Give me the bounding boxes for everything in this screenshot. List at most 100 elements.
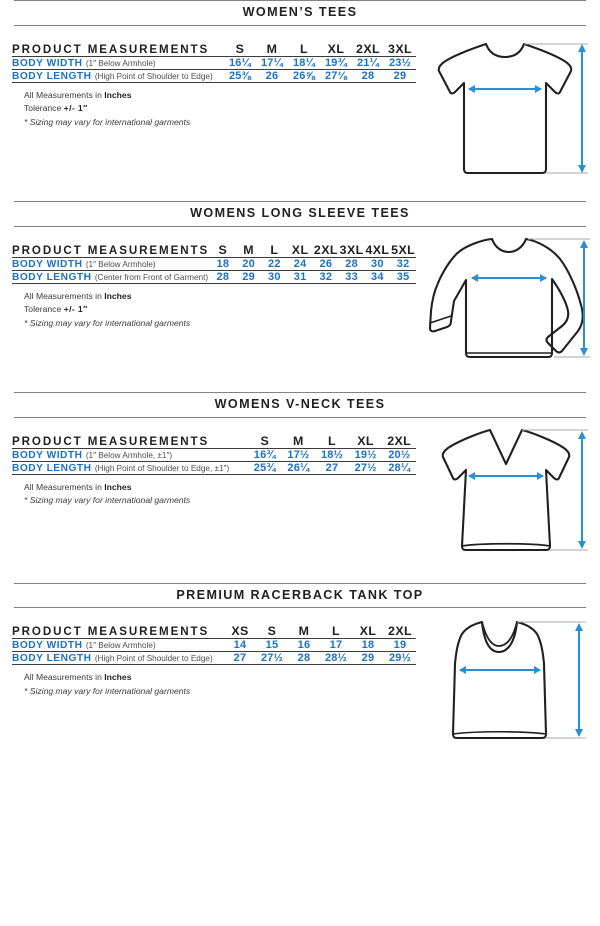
section-rule-top [14, 391, 586, 393]
body-length-value: 29 [384, 68, 416, 83]
measurements-table: PRODUCT MEASUREMENTS XS S M L XL 2XL BODY WID… [12, 624, 416, 666]
body-length-value: 30 [261, 269, 288, 284]
size-header-4xl: 4XL [365, 242, 390, 257]
body-width-value: 17 [320, 638, 352, 652]
body-width-row: BODY WIDTH (1″ Below Armhole) 16¼ 17¼ 18¼ 1… [12, 55, 416, 70]
section-title: WOMENS V-NECK TEES [214, 396, 386, 411]
size-section: PREMIUM RACERBACK TANK TOP PRODUCT MEASU… [0, 582, 600, 774]
tshirt-illustration [437, 42, 588, 174]
footnote-tolerance: Tolerance +/- 1″ [24, 103, 88, 114]
body-length-value: 31 [287, 269, 313, 284]
body-width-value: 18 [210, 256, 236, 271]
body-length-value: 27 [315, 460, 349, 475]
footnote-international: * Sizing may vary for international garm… [24, 495, 191, 506]
body-width-value: 17¼ [256, 55, 288, 70]
body-width-value: 14 [224, 638, 256, 652]
body-length-value: 35 [390, 269, 416, 284]
body-length-value: 26¼ [281, 460, 316, 475]
body-length-value: 32 [313, 269, 339, 284]
body-width-value: 19¾ [320, 55, 352, 70]
body-length-label: BODY LENGTH (High Point of Shoulder to E… [12, 68, 224, 83]
body-length-value: 28 [352, 68, 384, 83]
body-length-value: 28 [288, 651, 320, 666]
body-length-value: 33 [338, 269, 365, 284]
body-width-value: 16¾ [248, 447, 282, 462]
size-section: WOMENS LONG SLEEVE TEES PRODUCT MEASUREM… [0, 200, 600, 392]
body-width-value: 15 [256, 638, 288, 652]
size-header-s: S [235, 41, 245, 56]
section-rule-bottom [14, 24, 586, 26]
measurements-table: PRODUCT MEASUREMENTS S M L XL 2XL BODY WIDTH… [12, 434, 416, 475]
body-length-note: (Center from Front of Garment) [94, 272, 209, 282]
footnotes: All Measurements in Inches * Sizing may … [12, 665, 420, 698]
body-width-value: 20½ [382, 447, 416, 462]
size-header-xl: XL [291, 242, 309, 257]
body-width-label: BODY WIDTH (1″ Below Armhole) [12, 55, 224, 70]
body-width-value: 30 [364, 256, 391, 271]
body-length-value: 28¼ [382, 460, 416, 475]
body-width-note: (1″ Below Armhole, ±1″) [85, 450, 173, 460]
footnote-units: All Measurements in Inches [24, 481, 132, 492]
garment-illustration-wrap [420, 26, 600, 191]
footnote-units: All Measurements in Inches [24, 672, 132, 683]
size-header-xl: XL [357, 433, 374, 448]
footnote-units: All Measurements in Inches [24, 290, 132, 301]
footnote-international: * Sizing may vary for international garm… [24, 685, 191, 696]
body-length-value: 28½ [320, 651, 352, 666]
body-width-note: (1″ Below Armhole) [85, 58, 156, 68]
vneck-illustration [441, 428, 588, 551]
body-width-note: (1″ Below Armhole) [85, 641, 156, 651]
body-width-value: 21¼ [352, 55, 384, 70]
body-length-label: BODY LENGTH (High Point of Shoulder to E… [12, 651, 224, 666]
garment-illustration-wrap [420, 418, 600, 573]
size-header-m: M [266, 41, 278, 56]
footnote-international: * Sizing may vary for international garm… [24, 317, 191, 328]
measurements-table: PRODUCT MEASUREMENTS S M L XL 2XL 3XL BODY WI… [12, 42, 416, 83]
size-header-xl: XL [327, 41, 345, 56]
body-width-row: BODY WIDTH (1″ Below Armhole, ±1″) 16¾ 17… [12, 447, 416, 462]
body-length-value: 27 [224, 651, 256, 666]
body-width-value: 32 [390, 256, 416, 271]
product-measurements-label: PRODUCT MEASUREMENTS [12, 625, 210, 639]
measurements-table: PRODUCT MEASUREMENTS S M L XL 2XL 3XL 4XL 5XL B… [12, 243, 416, 284]
size-header-m: M [298, 624, 310, 639]
body-width-label: BODY WIDTH (1″ Below Armhole, ±1″) [12, 447, 249, 462]
body-length-value: 25⅜ [224, 68, 256, 83]
body-length-label: BODY LENGTH (Center from Front of Garmen… [12, 269, 210, 284]
size-header-2xl: 2XL [356, 41, 380, 56]
body-length-value: 29½ [384, 651, 416, 666]
size-header-xs: XS [231, 624, 249, 639]
body-length-value: 26⅝ [288, 68, 320, 83]
product-measurements-label: PRODUCT MEASUREMENTS [12, 42, 210, 56]
product-measurements-label: PRODUCT MEASUREMENTS [12, 243, 210, 257]
body-width-note: (1″ Below Armhole) [85, 259, 156, 269]
body-width-value: 20 [235, 256, 262, 271]
size-header-l: L [332, 624, 340, 639]
body-width-value: 18¼ [288, 55, 320, 70]
body-width-row: BODY WIDTH (1″ Below Armhole) 18 20 22 24 26… [12, 256, 416, 271]
body-width-value: 18½ [315, 447, 349, 462]
body-width-value: 23½ [384, 55, 416, 70]
size-header-2xl: 2XL [387, 433, 412, 448]
body-width-value: 19½ [348, 447, 383, 462]
body-length-value: 27½ [348, 460, 383, 475]
body-width-value: 16¼ [224, 55, 256, 70]
body-width-value: 22 [261, 256, 288, 271]
size-header-2xl: 2XL [388, 624, 412, 639]
table-header-row: PRODUCT MEASUREMENTS XS S M L XL 2XL [12, 624, 416, 639]
body-width-value: 24 [287, 256, 313, 271]
section-rule-bottom [14, 607, 586, 609]
footnote-units: All Measurements in Inches [24, 89, 132, 100]
body-length-value: 27⅛ [320, 68, 352, 83]
body-width-value: 19 [384, 638, 416, 652]
size-section: WOMENS V-NECK TEES PRODUCT MEASUREMENTS … [0, 391, 600, 583]
body-width-value: 16 [288, 638, 320, 652]
body-length-row: BODY LENGTH (High Point of Shoulder to E… [12, 68, 416, 83]
section-rule-bottom [14, 416, 586, 418]
footnote-international: * Sizing may vary for international garm… [24, 117, 191, 127]
body-length-value: 25¾ [248, 460, 282, 475]
body-width-value: 28 [338, 256, 365, 271]
section-title: WOMEN’S TEES [242, 5, 358, 19]
body-length-value: 29 [352, 651, 384, 666]
